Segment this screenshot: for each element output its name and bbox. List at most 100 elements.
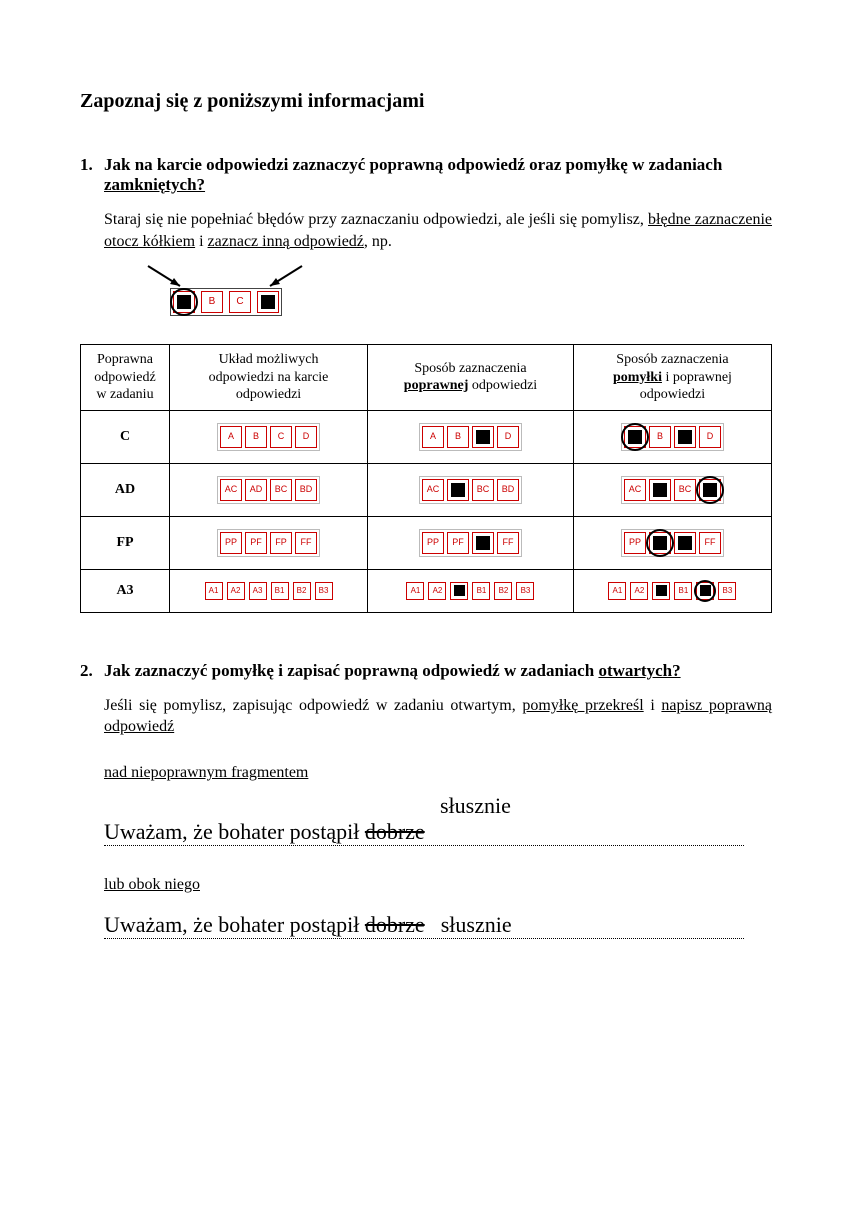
filled-square	[653, 536, 667, 550]
box-label: BC	[679, 485, 692, 494]
answer-box	[447, 479, 469, 501]
box-label: C	[236, 297, 243, 307]
layout-cell: PP PF FP FF	[170, 516, 368, 569]
answer-box	[624, 426, 646, 448]
answer-box: FF	[497, 532, 519, 554]
answer-cell: AD	[81, 463, 170, 516]
box-label: B1	[679, 587, 689, 595]
q2-number: 2.	[80, 661, 104, 681]
q2-text: Jak zaznaczyć pomyłkę i zapisać poprawną…	[104, 661, 772, 681]
q1-text-a: Jak na karcie odpowiedzi zaznaczyć popra…	[104, 155, 722, 174]
q1-para-end: , np.	[364, 233, 392, 250]
th-layout: Układ możliwych odpowiedzi na karcie odp…	[170, 345, 368, 411]
answer-box: BC	[472, 479, 494, 501]
box-label: BD	[502, 485, 515, 494]
answer-box: A1	[406, 582, 424, 600]
box-label: A2	[635, 587, 645, 595]
mistake-cell: BD	[573, 410, 771, 463]
answer-cell: FP	[81, 516, 170, 569]
box-label: B	[209, 297, 216, 307]
answer-box: AC	[422, 479, 444, 501]
box-label: A1	[209, 587, 219, 595]
box-label: BC	[477, 485, 490, 494]
answer-box: A2	[227, 582, 245, 600]
answer-box: PF	[245, 532, 267, 554]
answer-box: B2	[293, 582, 311, 600]
box-label: BC	[275, 485, 288, 494]
answer-box: A2	[630, 582, 648, 600]
mistake-cell: PP FF	[573, 516, 771, 569]
box-label: PF	[250, 538, 262, 547]
layout-cell: A1 A2 A3 B1 B2 B3	[170, 569, 368, 612]
box-label: FF	[704, 538, 715, 547]
box-label: B	[657, 432, 663, 441]
correct-cell: ABD	[368, 410, 574, 463]
answer-box: B	[245, 426, 267, 448]
box-label: A	[430, 432, 436, 441]
filled-square	[653, 483, 667, 497]
answer-box: BD	[295, 479, 317, 501]
answer-box: AC	[624, 479, 646, 501]
box-label: B1	[477, 587, 487, 595]
answer-box: PP	[220, 532, 242, 554]
example-box: B	[201, 291, 223, 313]
q1-para-a: Staraj się nie popełniać błędów przy zaz…	[104, 211, 648, 228]
hand-cross1: dobrze	[365, 819, 425, 844]
answer-box: A	[422, 426, 444, 448]
box-label: A3	[253, 587, 263, 595]
box-label: PP	[629, 538, 641, 547]
filled-square	[678, 430, 692, 444]
handwriting-line-1: Uważam, że bohater postąpił dobrze	[104, 817, 744, 846]
answer-box	[699, 479, 721, 501]
answer-box: FF	[295, 532, 317, 554]
q2-para-u1: pomyłkę przekreśl	[522, 697, 643, 714]
example-row: BC	[170, 288, 282, 316]
answer-box	[450, 582, 468, 600]
correct-cell: PPPFFF	[368, 516, 574, 569]
handwriting-line-2: Uważam, że bohater postąpił dobrze słusz…	[104, 910, 744, 939]
filled-square	[476, 536, 490, 550]
correct-cell: AC BC BD	[368, 463, 574, 516]
answer-box: B3	[718, 582, 736, 600]
answer-box: PP	[624, 532, 646, 554]
box-label: AC	[225, 485, 238, 494]
table-row: A3A1A2A3B1B2B3A1A2B1B2B3A1A2B1B3	[81, 569, 772, 612]
q2-text-a: Jak zaznaczyć pomyłkę i zapisać poprawną…	[104, 661, 598, 680]
answer-box: BC	[270, 479, 292, 501]
q2-para-a: Jeśli się pomylisz, zapisując odpowiedź …	[104, 697, 522, 714]
box-label: A2	[433, 587, 443, 595]
th-correct-mark: Sposób zaznaczenia poprawnej odpowiedzi	[368, 345, 574, 411]
box-label: D	[303, 432, 310, 441]
answer-box	[696, 582, 714, 600]
answer-box: BC	[674, 479, 696, 501]
box-label: A2	[231, 587, 241, 595]
box-label: PF	[452, 538, 464, 547]
box-label: FP	[275, 538, 287, 547]
answer-box: FF	[699, 532, 721, 554]
page: Zapoznaj się z poniższymi informacjami 1…	[0, 0, 852, 1205]
box-label: B3	[723, 587, 733, 595]
box-label: B	[455, 432, 461, 441]
filled-square	[656, 585, 667, 596]
answer-box: A1	[205, 582, 223, 600]
q1-text: Jak na karcie odpowiedzi zaznaczyć popra…	[104, 155, 772, 195]
answer-box	[652, 582, 670, 600]
box-label: PP	[225, 538, 237, 547]
box-label: B2	[297, 587, 307, 595]
box-label: AC	[629, 485, 642, 494]
answer-box: B1	[271, 582, 289, 600]
table-row: FPPPPFFPFFPPPFFFPPFF	[81, 516, 772, 569]
box-label: B	[253, 432, 259, 441]
beside-label: lub obok niego	[104, 874, 772, 896]
filled-square	[177, 295, 191, 309]
filled-square	[628, 430, 642, 444]
box-label: B3	[319, 587, 329, 595]
answer-box	[649, 479, 671, 501]
box-label: B1	[275, 587, 285, 595]
box-label: D	[707, 432, 714, 441]
question-2: 2. Jak zaznaczyć pomyłkę i zapisać popra…	[80, 661, 772, 939]
answer-box: B	[649, 426, 671, 448]
mistake-cell: AC BC	[573, 463, 771, 516]
answer-box: PF	[447, 532, 469, 554]
q2-text-u: otwartych?	[598, 661, 680, 680]
